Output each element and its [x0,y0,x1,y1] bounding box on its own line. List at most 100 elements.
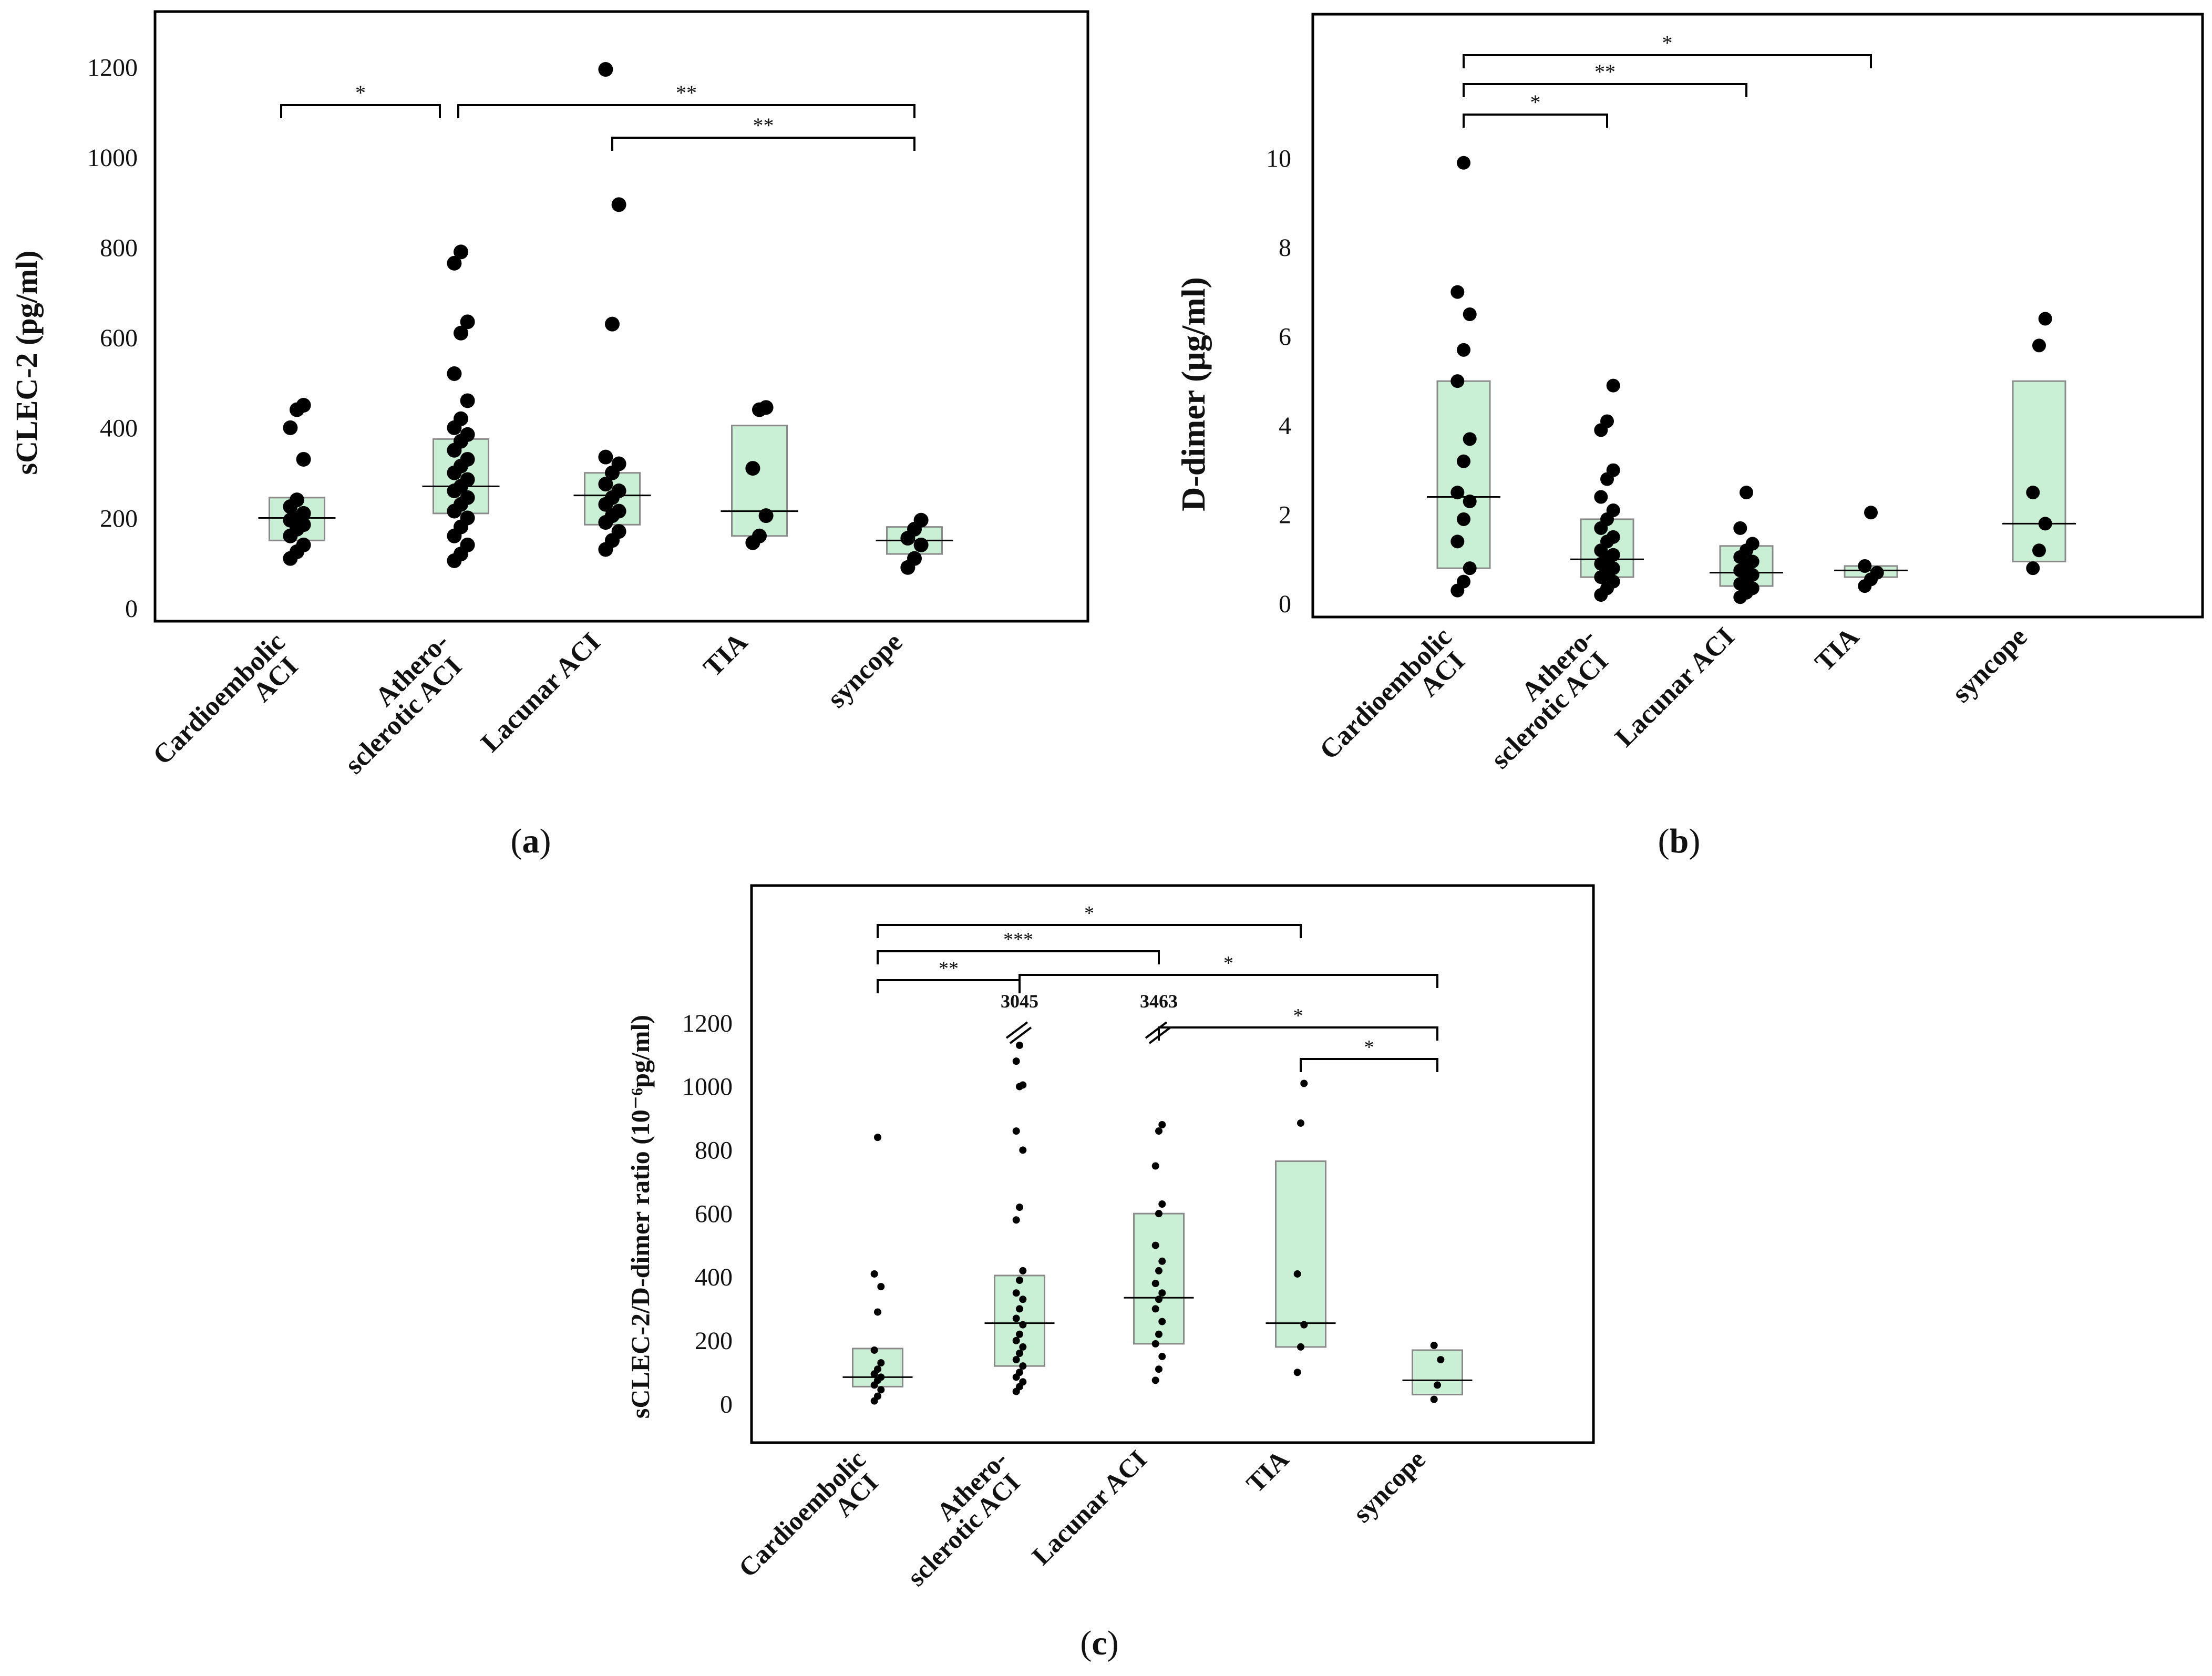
y-tick-label: 400 [695,1263,733,1291]
y-tick-label: 0 [720,1391,733,1418]
data-point [1151,1376,1159,1384]
y-tick-label: 800 [695,1136,733,1164]
data-point [1151,1280,1159,1288]
data-point [1151,1340,1159,1348]
y-tick-label: 0 [125,595,138,623]
significance-bracket [1018,974,1438,988]
significance-bracket [877,924,1302,938]
data-point [283,420,298,435]
data-point [1155,1267,1162,1274]
iqr-box [1436,380,1491,569]
data-point [1151,1162,1159,1170]
data-point [1158,1200,1166,1208]
y-tick-label: 800 [100,234,138,262]
data-point [870,1346,878,1354]
y-tick-label: 1000 [87,144,138,172]
y-axis-label: sCLEC-2 (pg/ml) [9,251,44,475]
data-point [611,524,626,539]
data-point [913,537,929,552]
plot-frame [750,884,1595,1444]
break-label: 3463 [1140,991,1178,1012]
data-point [1463,561,1477,575]
significance-bracket [877,950,1160,964]
data-point [1158,1121,1166,1128]
data-point [1733,521,1747,535]
data-point [907,551,922,566]
significance-bracket [457,104,915,118]
data-point [1457,512,1470,526]
data-point [877,1386,885,1394]
data-point [454,411,468,426]
y-tick-label: 2 [1279,501,1291,529]
y-tick-label: 600 [100,324,138,352]
data-point [296,451,311,467]
data-point [460,451,475,467]
data-point [1016,1350,1023,1357]
data-point [290,492,304,508]
data-point [1155,1210,1162,1218]
data-point [874,1392,881,1400]
data-point [1019,1378,1027,1386]
y-tick-label: 200 [100,505,138,532]
data-point [454,325,468,341]
data-point [611,456,626,471]
data-point [1297,1343,1304,1351]
data-point [1016,1369,1023,1376]
significance-bracket [1158,1026,1438,1041]
data-point [1012,1356,1020,1364]
data-point [752,528,767,543]
significance-label: * [355,81,366,105]
significance-label: * [1223,952,1233,974]
significance-bracket [1463,54,1872,68]
data-point [1151,1241,1159,1249]
iqr-box [1133,1212,1185,1345]
significance-bracket [1300,1058,1438,1072]
data-point [1019,1295,1027,1303]
data-point [1745,537,1760,551]
iqr-box [2012,380,2066,562]
data-point [1019,1321,1027,1329]
y-axis-label: sCLEC-2/D-dimer ratio (10⁻⁶pg/ml) [625,1015,655,1418]
y-tick-label: 200 [695,1327,733,1355]
data-point [1019,1146,1027,1154]
data-point [1012,1289,1020,1297]
data-point [1016,1330,1023,1338]
data-point [2026,561,2040,575]
data-point [874,1308,881,1316]
data-point [1463,495,1477,509]
data-point [598,449,613,465]
data-point [460,537,475,552]
data-point [1457,343,1470,357]
data-point [1297,1119,1304,1127]
data-point [611,197,626,212]
significance-bracket [280,104,441,118]
significance-label: ** [753,114,774,137]
data-point [2032,338,2046,353]
data-point [913,512,929,528]
significance-label: ** [1594,60,1616,84]
y-tick-label: 0 [1279,590,1291,618]
significance-label: * [1364,1036,1374,1058]
data-point [1606,378,1620,393]
significance-bracket [611,137,915,151]
data-point [460,427,475,442]
data-point [1600,414,1614,428]
significance-label: * [1084,902,1094,924]
y-tick-label: 400 [100,415,138,443]
data-point [1016,1041,1023,1049]
data-point [1450,486,1465,500]
data-point [1450,285,1465,299]
data-point [1155,1365,1162,1373]
data-point [745,461,760,476]
data-point [1606,530,1620,544]
data-point [460,490,475,505]
data-point [1437,1356,1445,1364]
y-tick-label: 6 [1279,323,1291,351]
data-point [2038,312,2052,326]
y-tick-label: 10 [1266,145,1291,172]
data-point [454,244,468,260]
data-point [1450,534,1465,549]
data-point [611,503,626,519]
data-point [1300,1079,1308,1087]
